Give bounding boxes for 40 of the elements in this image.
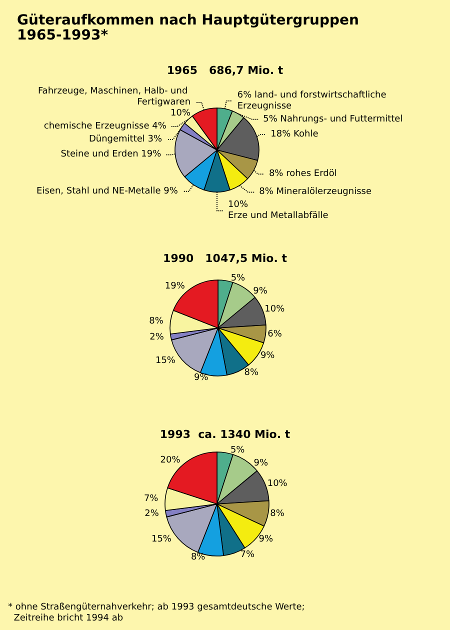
data-label: 2% [144,509,160,520]
data-label: 9% [194,372,209,383]
data-label: 9% [253,286,268,297]
slice-label: Eisen, Stahl und NE-Metalle 9% [36,186,178,196]
data-label: 8% [244,368,260,378]
slice-label: chemische Erzeugnisse 4% [44,121,167,132]
data-label: 9% [258,534,274,545]
chart-title: 1993 ca. 1340 Mio. t [160,428,290,441]
data-label: 9% [260,351,276,362]
data-label: 5% [230,274,246,284]
data-label: 8% [149,316,164,327]
data-label: 15% [151,534,172,545]
slice-label: 5% Nahrungs- und Futtermittel [263,114,403,124]
chart-title: Güteraufkommen nach Hauptgütergruppen 1965-1993* [17,12,359,44]
data-label: 10% [170,108,191,118]
slice-label: Fahrzeuge, Maschinen, Halb- und Fertigwaren [38,86,191,108]
data-label: 10% [264,304,286,315]
data-label: 5% [230,446,246,456]
data-label: 7% [240,550,256,560]
data-label: 9% [254,458,268,469]
chart-title: 1990 1047,5 Mio. t [163,252,287,265]
data-label: 6% [268,329,282,340]
slice-label: Steine und Erden 19% [60,150,162,160]
chart-subtitle: 1965 686,7 Mio. t [166,64,284,77]
slice-label: Düngemittel 3% [88,134,162,144]
data-label: 8% [270,509,285,520]
data-label: 15% [155,356,176,366]
text: * ohne Straßengüternahverkehr; ab 1993 gesamtdeutsche Werte; Zeitreihe bricht 1994 ab [8,602,305,624]
slice-label: 6% land- und forstwirtschaftliche Erzeugnisse [237,90,390,112]
slice-label: Erze und Metallabfälle [228,211,329,222]
slice-label: 8% rohes Erdöl [268,169,337,180]
data-label: 19% [164,282,186,292]
data-label: 8% [190,552,206,563]
data-label: 10% [267,479,288,490]
data-label: 20% [160,455,181,466]
data-label: 7% [144,494,159,504]
data-label: 10% [228,200,248,210]
slice-label: 18% Kohle [270,130,319,140]
data-label: 2% [150,332,164,342]
slice-label: 8% Mineralölerzeugnisse [259,187,372,198]
